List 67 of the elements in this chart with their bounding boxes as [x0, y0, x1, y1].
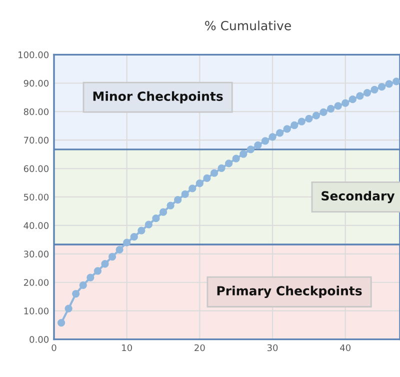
point [276, 129, 284, 137]
point [290, 121, 298, 130]
point [392, 78, 400, 86]
y-tick-label: 60.00 [24, 165, 49, 172]
point [166, 202, 174, 210]
x-tick-label: 20 [194, 344, 205, 352]
point [348, 96, 356, 104]
point [123, 238, 131, 246]
y-tick-label: 0.00 [30, 336, 49, 343]
x-tick-label: 30 [267, 344, 278, 352]
point [268, 133, 276, 141]
point [326, 104, 335, 113]
x-tick-label: 10 [122, 344, 132, 352]
point [378, 83, 386, 91]
point [218, 164, 226, 172]
point [130, 233, 138, 241]
point [356, 92, 364, 100]
point [188, 184, 196, 192]
x-tick-label: 40 [340, 344, 351, 352]
point [305, 114, 313, 123]
point [240, 150, 248, 158]
point [298, 118, 306, 126]
y-tick-label: 100.00 [18, 51, 49, 58]
y-tick-label: 70.00 [24, 136, 49, 144]
point [261, 137, 270, 145]
x-tick-label: 0 [52, 344, 56, 352]
point [196, 180, 204, 188]
point [283, 125, 291, 133]
point [72, 290, 80, 298]
point [203, 174, 211, 182]
y-tick-label: 40.00 [24, 222, 49, 230]
point [363, 88, 372, 97]
y-tick-label: 10.00 [24, 308, 49, 314]
point [181, 190, 189, 198]
point [334, 102, 342, 110]
y-tick-label: 30.00 [24, 250, 49, 258]
point [159, 208, 168, 216]
y-tick-label: 20.00 [24, 279, 49, 286]
point [174, 196, 182, 204]
point [138, 226, 146, 234]
point [232, 154, 240, 162]
point [94, 267, 102, 275]
chart-title: % Cumulative [205, 20, 291, 30]
y-tick-label: 50.00 [24, 194, 49, 201]
point [79, 281, 87, 290]
point [116, 246, 124, 254]
band-label: Secondary [322, 190, 395, 204]
point [312, 112, 320, 120]
point [246, 146, 254, 154]
point [101, 260, 109, 268]
point [108, 252, 116, 261]
y-tick-label: 90.00 [24, 80, 49, 87]
point [225, 160, 233, 168]
point [144, 220, 153, 228]
point [210, 169, 218, 177]
point [385, 80, 393, 88]
band-label: Minor Checkpoints [93, 91, 223, 104]
point [64, 304, 72, 312]
point [57, 318, 66, 327]
point [342, 99, 350, 107]
band-label: Primary Checkpoints [217, 286, 362, 298]
y-tick-label: 80.00 [24, 108, 49, 116]
point [86, 274, 94, 282]
point [320, 108, 328, 116]
point [254, 141, 262, 149]
point [152, 214, 160, 222]
point [370, 86, 378, 94]
